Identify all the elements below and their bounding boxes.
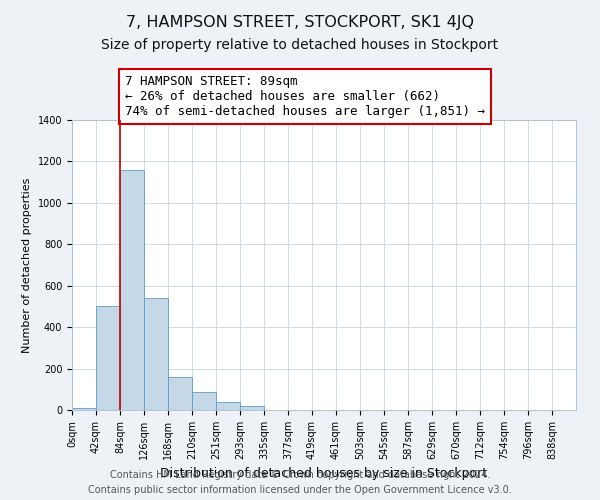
Bar: [192, 392, 216, 410]
Text: Size of property relative to detached houses in Stockport: Size of property relative to detached ho…: [101, 38, 499, 52]
Text: 7, HAMPSON STREET, STOCKPORT, SK1 4JQ: 7, HAMPSON STREET, STOCKPORT, SK1 4JQ: [126, 15, 474, 30]
Bar: [96, 306, 120, 410]
Bar: [120, 170, 144, 410]
X-axis label: Distribution of detached houses by size in Stockport: Distribution of detached houses by size …: [160, 468, 488, 480]
Bar: [144, 298, 168, 410]
Text: 7 HAMPSON STREET: 89sqm
← 26% of detached houses are smaller (662)
74% of semi-d: 7 HAMPSON STREET: 89sqm ← 26% of detache…: [125, 75, 485, 118]
Bar: [216, 402, 240, 410]
Y-axis label: Number of detached properties: Number of detached properties: [22, 178, 32, 352]
Bar: [168, 377, 192, 410]
Text: Contains HM Land Registry data © Crown copyright and database right 2024.
Contai: Contains HM Land Registry data © Crown c…: [88, 470, 512, 495]
Bar: [240, 406, 264, 410]
Bar: [72, 408, 96, 410]
